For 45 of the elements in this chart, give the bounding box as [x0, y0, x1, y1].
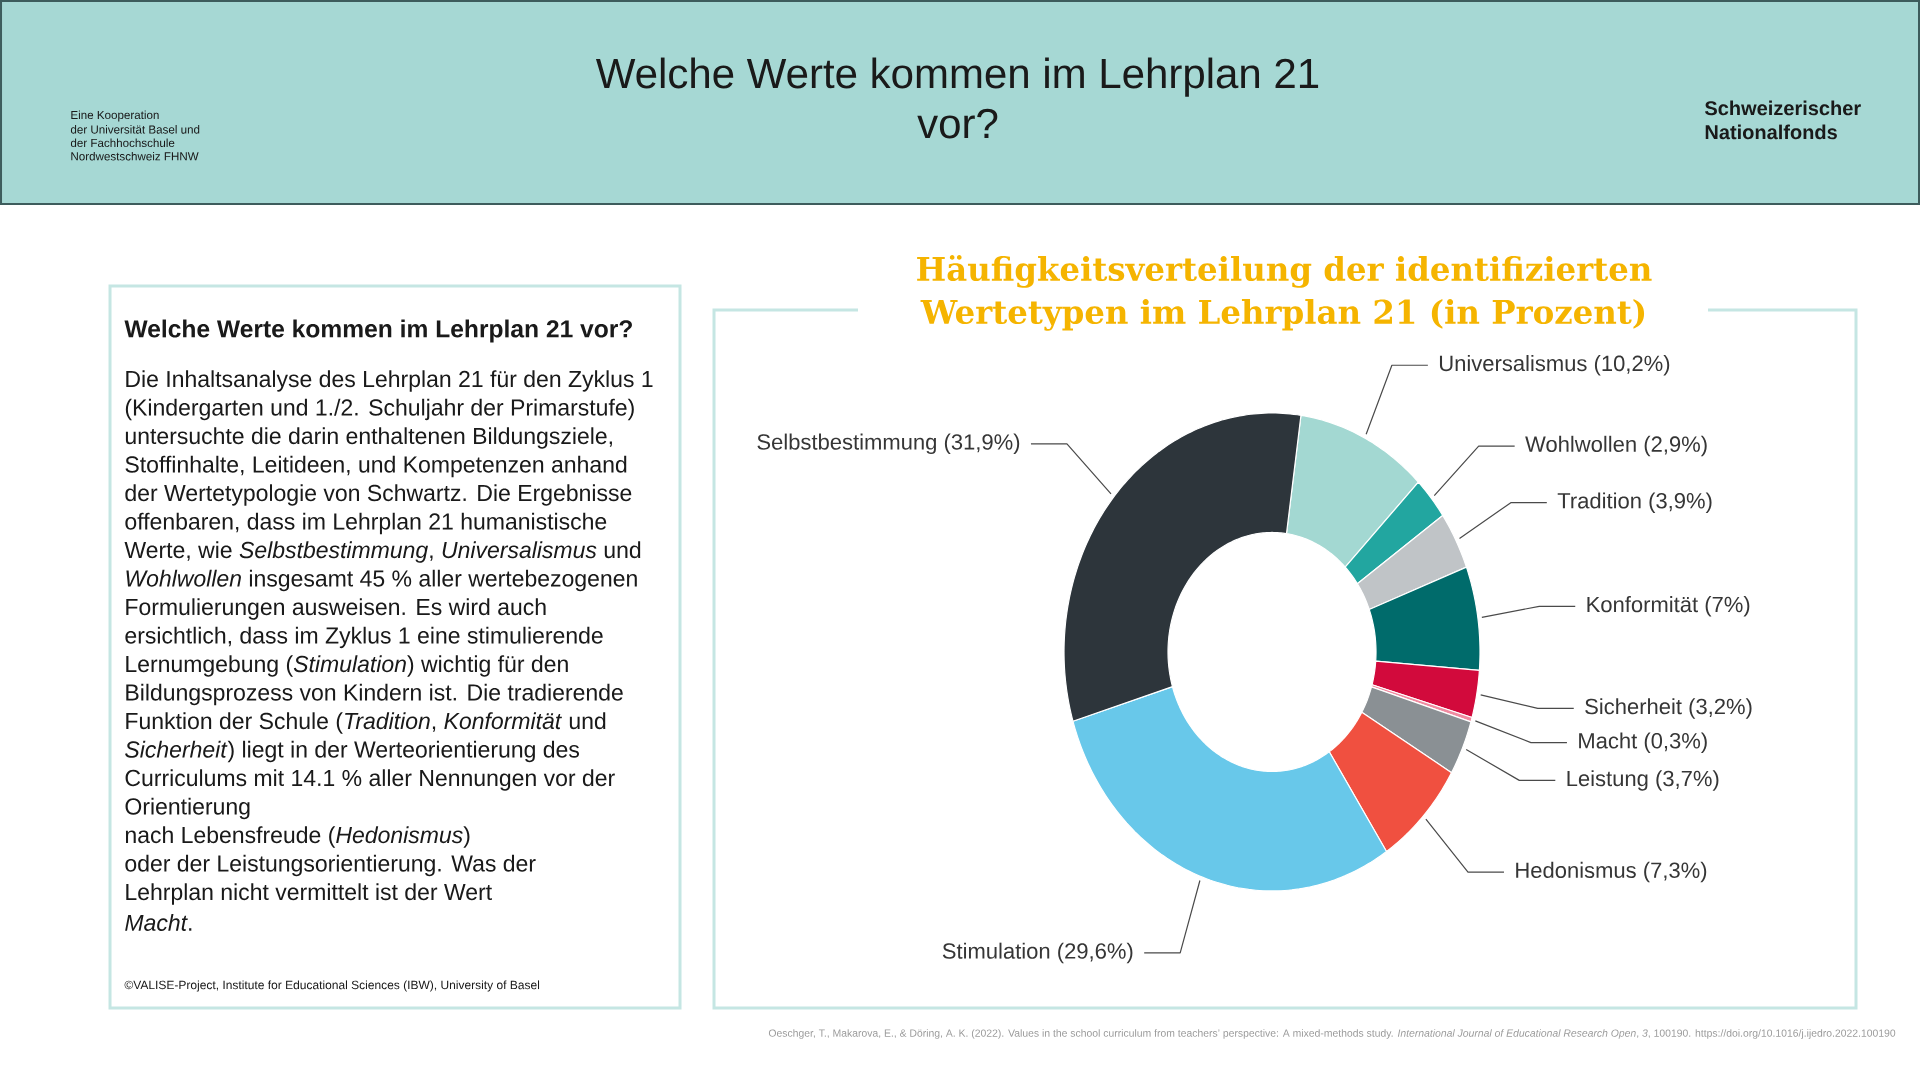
slice-label: Wohlwollen: [1525, 435, 1636, 452]
data-label: (7,3%): [1644, 861, 1707, 883]
slice-label: Tradition: [1557, 492, 1641, 509]
text: oder der Leistungsorientierung. Was der: [125, 854, 536, 877]
text: der Wertetypologie von Schwartz. Die Ergebnisse: [125, 484, 632, 506]
slice-label: Stimulation: [942, 942, 1050, 959]
text: Die Inhaltsanalyse des Lehrplan 21 für den Zyklus 1: [126, 370, 653, 392]
data-label: (3,7%): [1656, 770, 1719, 791]
slice-label: Sicherheit: [1585, 698, 1682, 715]
text: Lernumgebung (Stimulation) wichtig für den: [126, 655, 568, 677]
data-label: (0,3%): [1644, 732, 1707, 753]
slice-label: Hedonismus: [1516, 861, 1636, 878]
data-label: (29,6%): [1058, 942, 1133, 964]
text: Stoffinhalte, Leitideen, und Kompetenzen anhand: [125, 455, 627, 478]
text: Sicherheit) liegt in der Werteorientierung des: [125, 740, 579, 763]
text: offenbaren, dass im Lehrplan 21 humanistische: [125, 512, 607, 535]
chart-title: Häufigkeitsverteilung der identifizierten Wertetypen im Lehrplan 21 (in Prozent): [917, 255, 1652, 331]
text: (Kindergarten und 1./2. Schuljahr der Primarstufe): [125, 398, 634, 421]
text: Schweizerischer: [1704, 100, 1861, 116]
text: Welche Werte kommen im Lehrplan 21 vor?: [124, 319, 632, 343]
data-label: (3,9%): [1649, 492, 1712, 513]
text: Nationalfonds: [1705, 124, 1837, 140]
data-label: (10,2%): [1594, 355, 1670, 376]
data-label: (2,9%): [1644, 435, 1707, 457]
text: ersichtlich, dass im Zyklus 1 eine stimulierende: [125, 626, 603, 649]
text: Welche Werte kommen im Lehrplan 21 vor?: [595, 57, 1319, 139]
text: Wohlwollen insgesamt 45 % aller wertebezogenen: [126, 569, 637, 592]
text: Funktion der Schule (Tradition, Konformität und: [126, 712, 606, 734]
data-label: (3,2%): [1689, 698, 1752, 719]
data-label: (7%): [1705, 596, 1750, 617]
text: Macht.: [125, 914, 192, 931]
text: Werte, wie Selbstbestimmung, Universalismus und: [124, 541, 641, 563]
text: nach Lebensfreude (Hedonismus): [125, 826, 470, 848]
text: Lehrplan nicht vermittelt ist der Wert: [126, 883, 492, 905]
slice-label: Macht: [1579, 732, 1638, 749]
text: Bildungsprozess von Kindern ist. Die tradierende: [126, 683, 623, 706]
slice-label: Universalismus: [1439, 355, 1587, 372]
text: Orientierung: [125, 797, 250, 820]
slice-label: Konformität: [1587, 596, 1698, 613]
data-label: (31,9%): [944, 433, 1020, 455]
slice-label: Leistung: [1567, 770, 1648, 791]
text: Curriculums mit 14.1 % aller Nennungen vor der: [125, 769, 615, 791]
slice-label: Selbstbestimmung: [757, 433, 936, 455]
text: Formulierungen ausweisen. Es wird auch: [126, 598, 546, 620]
text: untersuchte die darin enthaltenen Bildungsziele,: [125, 427, 612, 449]
